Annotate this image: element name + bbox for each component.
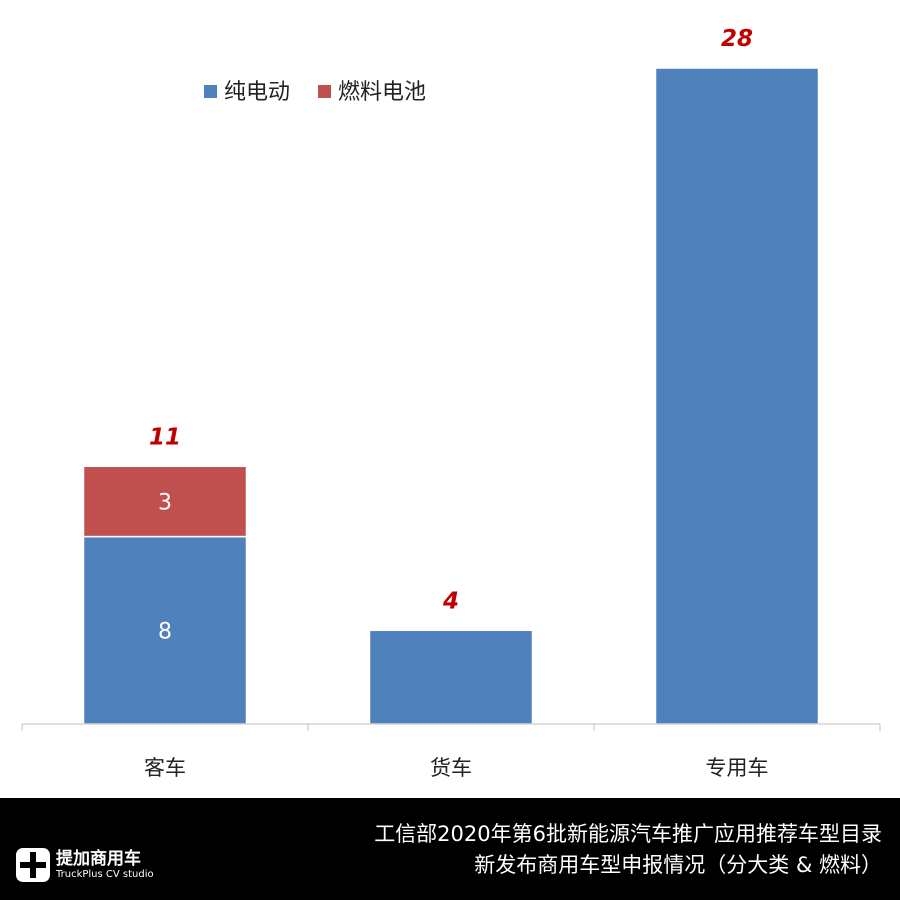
bar-纯电动 (82, 535, 248, 725)
logo: 提加商用车 TruckPlus CV studio (16, 848, 154, 882)
logo-icon (16, 848, 50, 882)
bar-纯电动 (654, 67, 820, 725)
logo-name: 提加商用车 (56, 848, 141, 869)
x-tick-label: 专用车 (706, 756, 769, 780)
segment-label: 3 (158, 490, 172, 515)
footer-banner: 提加商用车 TruckPlus CV studio 工信部2020年第6批新能源… (0, 798, 900, 900)
legend-swatch (318, 85, 331, 98)
x-tick-label: 货车 (430, 756, 472, 780)
legend-label: 纯电动 (224, 80, 290, 105)
footer-title-line1: 工信部2020年第6批新能源汽车推广应用推荐车型目录 (374, 822, 882, 846)
logo-subtitle: TruckPlus CV studio (56, 868, 154, 880)
x-tick-label: 客车 (144, 756, 186, 780)
bar-纯电动 (368, 629, 534, 725)
footer-title-line2: 新发布商用车型申报情况（分大类 & 燃料） (474, 853, 882, 877)
total-label: 28 (721, 26, 753, 52)
total-label: 11 (149, 424, 181, 450)
x-axis: 客车 货车 专用车 (21, 723, 881, 780)
legend-label: 燃料电池 (338, 80, 426, 105)
legend: 纯电动 燃料电池 (204, 80, 426, 105)
legend-swatch (204, 85, 217, 98)
stacked-bar-chart: 纯电动 燃料电池 8 3 11 4 28 客车 货车 专用车 (21, 26, 881, 780)
bars: 8 3 11 4 28 (82, 26, 820, 725)
bar-燃料电池 (82, 465, 248, 538)
total-label: 4 (442, 588, 459, 614)
segment-label: 8 (158, 619, 172, 644)
